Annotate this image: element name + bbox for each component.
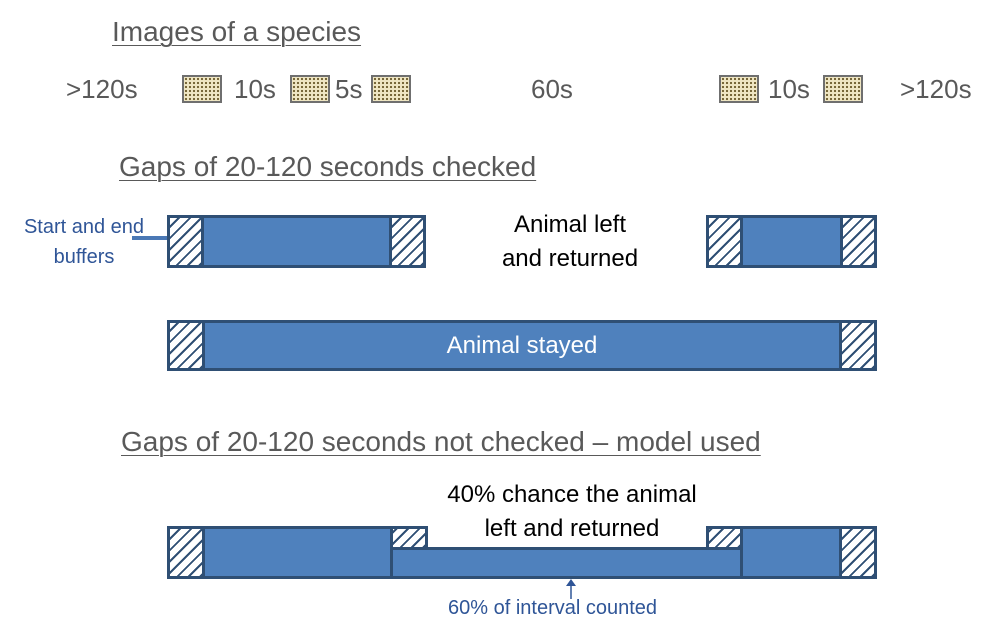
- interval-counted-label: 60% of interval counted: [448, 597, 658, 619]
- start-buffer: [167, 320, 205, 371]
- visit-bar-left: [167, 215, 426, 268]
- heading-gaps-checked: Gaps of 20-120 seconds checked: [119, 151, 537, 182]
- gap-label-5s: 5s: [335, 74, 363, 104]
- gap-label-10s-right: 10s: [768, 74, 810, 104]
- gap-label-right-120s: >120s: [900, 74, 972, 104]
- heading-images-of-species: Images of a species: [112, 16, 362, 47]
- end-buffer: [839, 320, 877, 371]
- image-thumbnail-icon: [182, 75, 222, 103]
- start-buffer: [706, 215, 743, 268]
- gap-label-60s: 60s: [531, 74, 573, 104]
- gap-label-left-120s: >120s: [66, 74, 138, 104]
- buffer-label: Start and end buffers: [23, 216, 145, 268]
- heading-gaps-not-checked: Gaps of 20-120 seconds not checked – mod…: [121, 426, 761, 457]
- end-buffer-small: [390, 526, 428, 550]
- gap-label-10s: 10s: [234, 74, 276, 104]
- image-thumbnail-icon: [371, 75, 411, 103]
- chance-label: 40% chance the animal left and returned: [447, 481, 697, 542]
- end-buffer: [389, 215, 426, 268]
- start-buffer: [167, 526, 205, 579]
- image-thumbnail-icon: [823, 75, 863, 103]
- animal-stayed-label: Animal stayed: [446, 332, 598, 359]
- end-buffer: [840, 215, 877, 268]
- up-arrow-icon: [566, 579, 576, 599]
- image-thumbnail-icon: [290, 75, 330, 103]
- start-buffer: [167, 215, 204, 268]
- partial-interval-bar: [390, 547, 743, 579]
- end-buffer: [839, 526, 877, 579]
- image-thumbnail-icon: [719, 75, 759, 103]
- animal-left-returned-label: Animal left and returned: [501, 211, 639, 272]
- visit-bar-stayed: [167, 320, 877, 371]
- start-buffer-small: [706, 526, 743, 550]
